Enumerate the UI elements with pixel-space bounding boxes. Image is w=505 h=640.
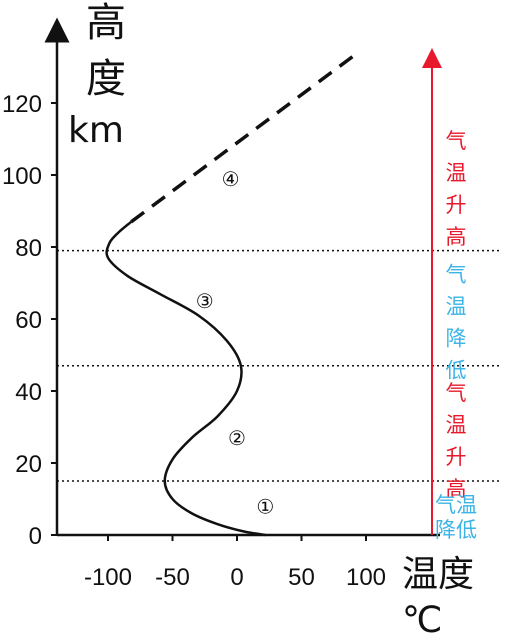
trend-label-char: 高	[446, 225, 467, 249]
trend-label-char: 温	[446, 413, 467, 437]
trend-label-char: 高	[446, 477, 467, 501]
x-tick-label: 50	[288, 564, 315, 591]
trend-label-char: 降	[446, 326, 467, 350]
layer-number-label: ③	[196, 289, 214, 313]
y-tick-label: 60	[15, 307, 42, 334]
temperature-curve-dashed	[130, 54, 355, 224]
y-axis-title-line2: 度	[86, 56, 126, 102]
trend-label-char: 温	[446, 161, 467, 185]
x-axis-title-line1: 温度	[402, 554, 474, 595]
x-tick-label: 0	[230, 564, 243, 591]
y-tick-label: 40	[15, 379, 42, 406]
trend-label-char: 气温	[435, 493, 477, 517]
x-tick-label: -50	[155, 564, 190, 591]
trend-label-char: 温	[446, 294, 467, 318]
y-tick-label: 120	[2, 91, 42, 118]
x-tick-label: -100	[84, 564, 132, 591]
trend-label-char: 升	[446, 445, 467, 469]
y-tick-label: 0	[29, 523, 42, 550]
x-axis-title-line2: ℃	[402, 600, 442, 640]
trend-label-char: 降低	[435, 518, 477, 542]
trend-label-char: 气	[446, 262, 467, 286]
temperature-curve-solid	[105, 220, 266, 537]
layer-number-label: ②	[228, 426, 246, 450]
tick-group: 0 20 40 60 80 100 120 -100 -50 0 50 100	[2, 91, 386, 591]
y-tick-label: 100	[2, 163, 42, 190]
trend-label-char: 低	[446, 358, 467, 382]
y-tick-label: 20	[15, 451, 42, 478]
trend-label-char: 气	[446, 381, 467, 405]
y-axis-title-line3: km	[68, 110, 124, 151]
layer-number-label: ④	[222, 167, 240, 191]
y-tick-label: 80	[15, 235, 42, 262]
layer-number-label: ①	[256, 494, 274, 518]
boundary-lines	[57, 249, 500, 482]
trend-label-char: 升	[446, 193, 467, 217]
y-axis-title-line1: 高	[86, 0, 126, 46]
x-tick-label: 100	[346, 564, 386, 591]
layer-labels: ① ② ③ ④	[196, 167, 275, 519]
trend-label-char: 气	[446, 129, 467, 153]
temperature-curve	[105, 54, 355, 537]
